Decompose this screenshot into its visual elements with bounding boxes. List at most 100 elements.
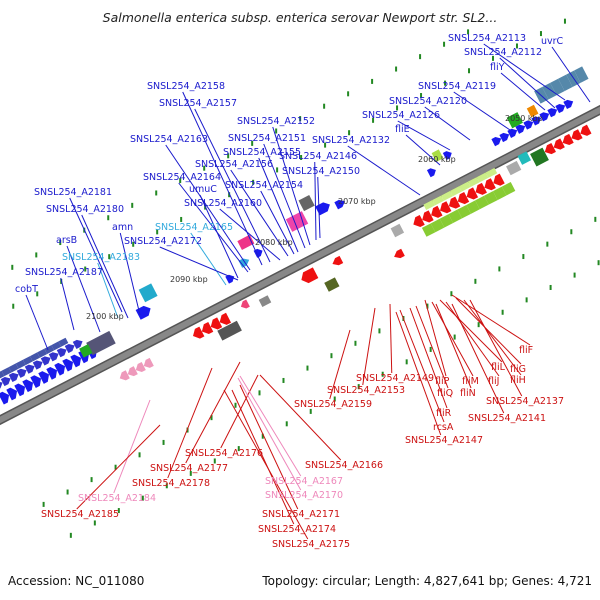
- tick-mark: [323, 103, 326, 109]
- gene-block: [390, 223, 405, 238]
- tick-mark: [299, 116, 302, 122]
- tick-mark: [210, 415, 213, 421]
- forward-gene-arrow: [16, 368, 27, 378]
- label-leader-line: [219, 208, 281, 261]
- gene-block: [37, 348, 47, 358]
- reverse-gene-arrow: [119, 370, 130, 381]
- label-leader-line: [483, 43, 566, 101]
- tick-mark: [131, 202, 134, 208]
- forward-gene-arrow: [555, 103, 566, 114]
- gene-block: [8, 363, 19, 373]
- label-leader-line: [405, 134, 441, 166]
- label-leader-line: [451, 303, 505, 414]
- label-leader-line: [453, 91, 511, 131]
- label-lines-layer: [25, 43, 591, 540]
- tick-mark: [258, 390, 261, 396]
- backbone: [0, 106, 600, 424]
- tick-mark: [443, 41, 446, 47]
- tick-mark: [93, 520, 96, 526]
- gene-block: [324, 277, 340, 292]
- forward-gene-arrow: [499, 132, 510, 143]
- tick-mark: [515, 43, 518, 49]
- gene-block: [526, 104, 539, 118]
- forward-gene-label: SNSL254_A2132: [312, 135, 390, 146]
- gene-block: [450, 186, 462, 197]
- reverse-gene-label: fliG: [510, 364, 526, 375]
- tick-mark: [114, 464, 117, 470]
- gene-block: [448, 209, 463, 224]
- reverse-gene-label: SNSL254_A2171: [262, 509, 340, 520]
- label-leader-line: [424, 299, 447, 377]
- tick-mark: [549, 284, 552, 290]
- reverse-gene-label: SNSL254_A2178: [132, 478, 210, 489]
- reverse-gene-arrow: [210, 317, 223, 330]
- reverse-gene-label: SNSL254_A2153: [327, 385, 405, 396]
- kbp-tick-label: 2070 kbp: [338, 197, 376, 206]
- forward-gene-label: SNSL254_A2120: [389, 96, 467, 107]
- forward-gene-label: SNSL254_A2119: [418, 81, 496, 92]
- label-leader-line: [167, 367, 213, 479]
- tick-mark: [522, 254, 525, 260]
- tick-mark: [132, 241, 135, 247]
- forward-gene-arrow: [22, 379, 34, 393]
- forward-gene-arrow: [14, 383, 26, 397]
- label-leader-line: [329, 329, 351, 400]
- label-leader-line: [451, 294, 531, 346]
- tick-mark: [155, 190, 158, 196]
- label-leader-line: [66, 245, 101, 333]
- tick-mark: [597, 260, 600, 266]
- reverse-gene-label: SNSL254_A2174: [258, 524, 336, 535]
- tick-mark: [107, 215, 110, 221]
- tick-mark: [156, 229, 159, 235]
- forward-gene-label: SNSL254_A2160: [184, 198, 262, 209]
- gene-block: [431, 149, 444, 162]
- tick-mark: [203, 165, 206, 171]
- tick-mark: [228, 192, 231, 198]
- label-leader-line: [445, 301, 500, 377]
- tick-mark: [372, 117, 375, 123]
- tick-mark: [468, 68, 471, 74]
- forward-gene-arrow: [539, 112, 550, 122]
- tick-mark: [525, 297, 528, 303]
- kbp-tick-label: 2060 kbp: [418, 155, 456, 164]
- tick-mark: [12, 303, 15, 309]
- reverse-gene-label: SNSL254_A2177: [150, 463, 228, 474]
- tick-mark: [282, 377, 285, 383]
- tick-mark: [35, 252, 38, 258]
- tick-mark: [251, 140, 254, 146]
- label-leader-line: [500, 72, 546, 111]
- forward-gene-arrow: [46, 367, 58, 380]
- gene-block: [86, 330, 116, 356]
- reverse-gene-label: fliM: [462, 376, 479, 387]
- reverse-gene-arrow: [448, 196, 461, 209]
- tick-mark: [69, 532, 72, 538]
- tick-mark: [42, 501, 45, 507]
- gene-block: [574, 66, 589, 83]
- label-leader-line: [113, 399, 151, 494]
- label-leader-line: [259, 374, 342, 461]
- forward-gene-label: SNSL254_A2181: [34, 187, 112, 198]
- reverse-gene-label: fliJ: [488, 376, 499, 387]
- tick-mark: [348, 130, 351, 136]
- label-leader-line: [260, 190, 295, 255]
- forward-gene-arrow: [0, 381, 3, 391]
- label-leader-line: [223, 389, 309, 540]
- label-leader-line: [415, 305, 449, 389]
- reverse-gene-arrow: [413, 214, 425, 228]
- label-leader-line: [190, 232, 227, 286]
- reverse-gene-arrow: [466, 187, 479, 200]
- forward-gene-arrow: [48, 352, 59, 362]
- label-leader-line: [395, 311, 442, 436]
- forward-gene-arrow: [6, 387, 18, 401]
- tick-mark: [357, 384, 360, 390]
- label-leader-line: [165, 144, 251, 271]
- label-leader-line: [399, 309, 445, 423]
- reverse-gene-arrow: [484, 178, 496, 191]
- label-leader-line: [199, 194, 239, 279]
- reverse-gene-arrow: [143, 357, 154, 368]
- forward-gene-label: SNSL254_A2183: [62, 252, 140, 263]
- reverse-gene-label: rcsA: [433, 422, 454, 433]
- forward-gene-label: uvrC: [541, 36, 564, 47]
- tick-mark: [138, 452, 141, 458]
- gene-block: [51, 341, 62, 351]
